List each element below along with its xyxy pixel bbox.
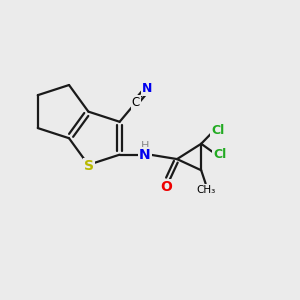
Text: H: H <box>140 141 149 152</box>
Text: Cl: Cl <box>211 124 225 137</box>
Text: N: N <box>139 148 151 162</box>
Text: CH₃: CH₃ <box>196 185 216 195</box>
Text: S: S <box>84 159 94 173</box>
Text: O: O <box>160 180 172 194</box>
Text: N: N <box>142 82 153 95</box>
Text: Cl: Cl <box>213 148 227 160</box>
Text: C: C <box>132 96 140 109</box>
